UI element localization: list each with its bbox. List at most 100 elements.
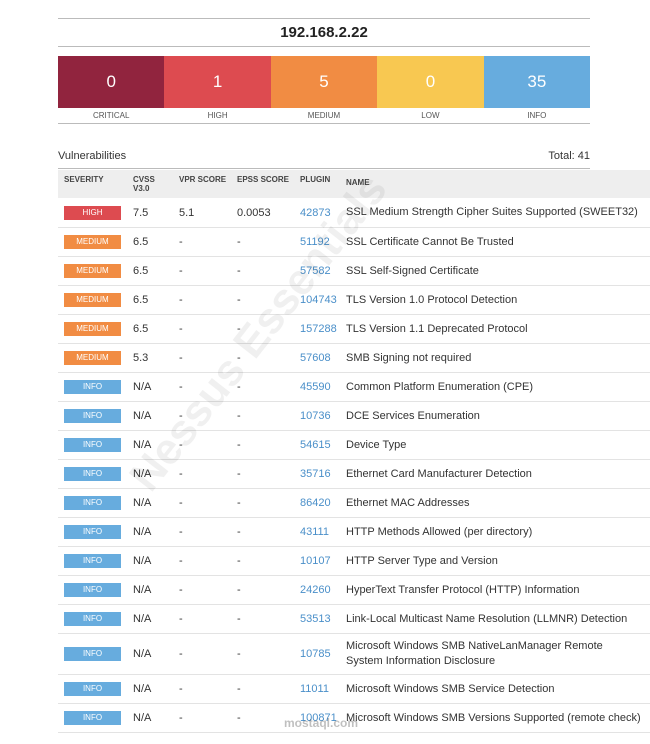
plugin-link[interactable]: 10785 bbox=[300, 648, 331, 660]
cell: INFO bbox=[58, 554, 127, 568]
cell: MEDIUM bbox=[58, 235, 127, 249]
severity-badge: INFO bbox=[64, 647, 121, 661]
vulnerability-name: Link-Local Multicast Name Resolution (LL… bbox=[346, 612, 628, 625]
table-header: SEVERITY CVSS V3.0 VPR SCORE EPSS SCORE PLUG… bbox=[58, 170, 650, 198]
column-header: CVSS V3.0 bbox=[133, 175, 155, 193]
severity-badge: INFO bbox=[64, 380, 121, 394]
severity-badge: INFO bbox=[64, 612, 121, 626]
severity-badge: MEDIUM bbox=[64, 264, 121, 278]
cell-value: 0.0053 bbox=[237, 206, 271, 219]
vulnerability-name: TLS Version 1.0 Protocol Detection bbox=[346, 293, 518, 306]
cell-value: - bbox=[179, 381, 183, 393]
plugin-link[interactable]: 10736 bbox=[300, 410, 331, 422]
cell: INFO bbox=[58, 612, 127, 626]
cell-value: - bbox=[237, 381, 241, 393]
plugin-link[interactable]: 104743 bbox=[300, 294, 337, 306]
severity-badge: INFO bbox=[64, 496, 121, 510]
plugin-link[interactable]: 86420 bbox=[300, 497, 331, 509]
cell-value: - bbox=[179, 410, 183, 422]
severity-count: 5 bbox=[270, 56, 378, 108]
cell-value: 5.1 bbox=[179, 206, 195, 219]
cell: 10785 bbox=[294, 648, 340, 660]
severity-box: 0 CRITICAL bbox=[58, 56, 165, 120]
cell-value: - bbox=[237, 497, 241, 509]
vulnerability-name: SSL Self-Signed Certificate bbox=[346, 264, 479, 277]
cell: 10107 bbox=[294, 555, 340, 567]
cell-value: N/A bbox=[133, 410, 152, 422]
cell: 54615 bbox=[294, 439, 340, 451]
severity-badge: INFO bbox=[64, 583, 121, 597]
severity-badge: MEDIUM bbox=[64, 322, 121, 336]
plugin-link[interactable]: 42873 bbox=[300, 206, 331, 219]
cell-value: - bbox=[179, 526, 183, 538]
vulnerability-name: DCE Services Enumeration bbox=[346, 409, 480, 422]
cell-value: - bbox=[237, 468, 241, 480]
severity-box: 0 LOW bbox=[377, 56, 484, 120]
severity-count: 35 bbox=[483, 56, 591, 108]
severity-badge: INFO bbox=[64, 467, 121, 481]
cell: 57608 bbox=[294, 352, 340, 364]
divider bbox=[58, 18, 590, 19]
vulnerability-name: Ethernet MAC Addresses bbox=[346, 496, 470, 509]
cell-value: N/A bbox=[133, 648, 152, 660]
divider bbox=[58, 168, 590, 169]
plugin-link[interactable]: 53513 bbox=[300, 613, 331, 625]
severity-label: INFO bbox=[527, 111, 547, 120]
plugin-link[interactable]: 157288 bbox=[300, 323, 337, 335]
cell-value: 6.5 bbox=[133, 294, 149, 306]
vulnerability-row: INFO N/A - - 10785 Microsoft Windows SMB Nati… bbox=[58, 634, 650, 675]
severity-box: 1 HIGH bbox=[164, 56, 271, 120]
cell: 43111 bbox=[294, 526, 340, 538]
cell: 53513 bbox=[294, 613, 340, 625]
cell: INFO bbox=[58, 380, 127, 394]
plugin-link[interactable]: 54615 bbox=[300, 439, 331, 451]
severity-badge: INFO bbox=[64, 438, 121, 452]
plugin-link[interactable]: 57608 bbox=[300, 352, 331, 364]
vulnerability-row: MEDIUM 6.5 - - 51192 SSL Certificate Cannot B… bbox=[58, 228, 650, 257]
vulnerability-row: MEDIUM 6.5 - - 157288 TLS Version 1.1 Depreca… bbox=[58, 315, 650, 344]
severity-label: MEDIUM bbox=[307, 111, 341, 120]
cell-value: - bbox=[237, 712, 241, 724]
cell: 35716 bbox=[294, 468, 340, 480]
plugin-link[interactable]: 35716 bbox=[300, 468, 331, 480]
cell: 157288 bbox=[294, 323, 340, 335]
divider bbox=[58, 123, 590, 124]
vulnerability-row: INFO N/A - - 53513 Link-Local Multicast Name … bbox=[58, 605, 650, 634]
cell-value: N/A bbox=[133, 712, 152, 724]
cell-value: - bbox=[179, 683, 183, 695]
severity-badge: MEDIUM bbox=[64, 235, 121, 249]
vulnerability-row: INFO N/A - - 35716 Ethernet Card Manufacturer… bbox=[58, 460, 650, 489]
plugin-link[interactable]: 11011 bbox=[300, 683, 329, 695]
cell: INFO bbox=[58, 682, 127, 696]
total-count: Total: 41 bbox=[548, 150, 590, 162]
cell-value: - bbox=[237, 323, 241, 335]
cell-value: - bbox=[237, 236, 241, 248]
vulnerability-name: SMB Signing not required bbox=[346, 351, 472, 364]
plugin-link[interactable]: 57582 bbox=[300, 265, 331, 277]
vulnerability-row: INFO N/A - - 86420 Ethernet MAC Addresses bbox=[58, 489, 650, 518]
host-title: 192.168.2.22 bbox=[280, 24, 368, 41]
cell: 86420 bbox=[294, 497, 340, 509]
cell-value: - bbox=[179, 352, 183, 364]
vulnerability-name: HTTP Methods Allowed (per directory) bbox=[346, 525, 533, 538]
plugin-link[interactable]: 45590 bbox=[300, 381, 331, 393]
cell-value: - bbox=[179, 439, 183, 451]
vulnerability-table: SEVERITY CVSS V3.0 VPR SCORE EPSS SCORE PLUG… bbox=[58, 170, 650, 733]
plugin-link[interactable]: 43111 bbox=[300, 526, 329, 538]
watermark-site: mostaql.com bbox=[284, 716, 359, 730]
cell: 24260 bbox=[294, 584, 340, 596]
plugin-link[interactable]: 100871 bbox=[300, 712, 337, 724]
cell-value: N/A bbox=[133, 555, 152, 567]
cell-value: N/A bbox=[133, 683, 152, 695]
cell-value: - bbox=[179, 712, 183, 724]
severity-badge: INFO bbox=[64, 554, 121, 568]
column-header: EPSS SCORE bbox=[237, 175, 290, 184]
cell-value: - bbox=[237, 439, 241, 451]
vulnerability-name: Ethernet Card Manufacturer Detection bbox=[346, 467, 532, 480]
plugin-link[interactable]: 24260 bbox=[300, 584, 331, 596]
plugin-link[interactable]: 51192 bbox=[300, 236, 330, 248]
cell-value: - bbox=[179, 323, 183, 335]
cell: INFO bbox=[58, 409, 127, 423]
cell: 10736 bbox=[294, 410, 340, 422]
plugin-link[interactable]: 10107 bbox=[300, 555, 331, 567]
